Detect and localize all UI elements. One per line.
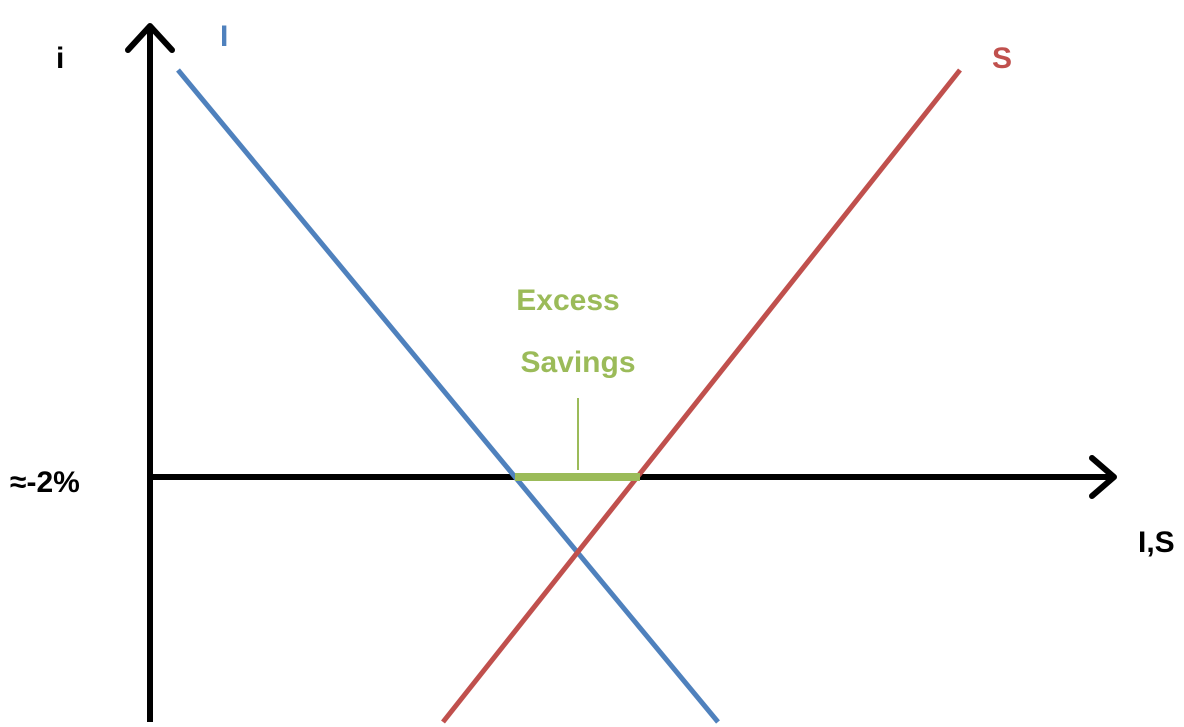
investment-curve	[176, 68, 720, 724]
savings-label: S	[992, 42, 1012, 75]
savings-curve	[441, 68, 962, 724]
y-axis-arrow	[125, 23, 175, 53]
annotation-line: Excess	[516, 284, 619, 317]
x-axis-label: I,S	[1138, 526, 1175, 559]
rate-label: ≈-2%	[10, 466, 80, 499]
annotation-line: Savings	[520, 346, 635, 379]
x-axis-arrow	[1089, 455, 1117, 499]
investment-label: I	[220, 20, 228, 53]
y-axis-label: i	[56, 42, 64, 75]
